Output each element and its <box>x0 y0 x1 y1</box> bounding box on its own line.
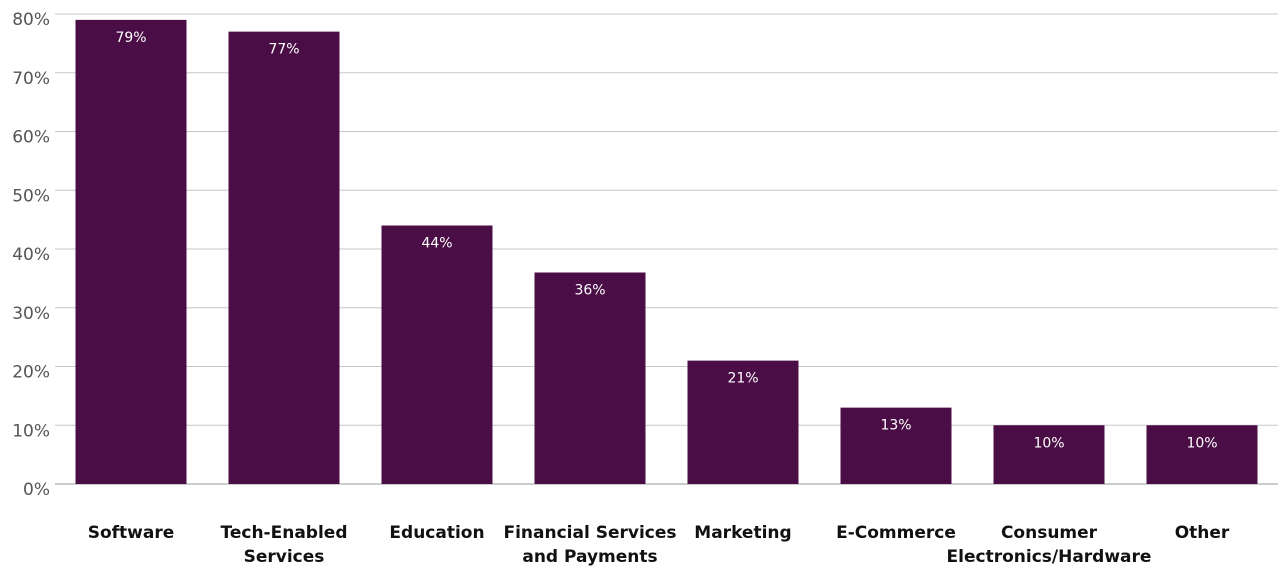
x-tick-label: Marketing <box>694 523 791 543</box>
bar <box>228 31 340 484</box>
x-tick-label-line: Consumer <box>1001 523 1098 543</box>
y-tick-label: 80% <box>12 10 50 30</box>
x-tick-label-line: Financial Services <box>503 523 676 543</box>
y-tick-label: 10% <box>12 421 50 441</box>
y-tick-label: 0% <box>23 480 50 500</box>
data-label: 36% <box>574 283 605 299</box>
x-tick-label: Software <box>88 523 175 543</box>
y-tick-label: 70% <box>12 69 50 89</box>
bar <box>534 272 646 484</box>
y-tick-label: 60% <box>12 128 50 148</box>
x-tick-label: Tech-Enabled Services <box>221 523 348 567</box>
bar <box>75 19 187 484</box>
x-tick-label-line: Electronics/Hardware <box>947 547 1152 567</box>
x-tick-label: Education <box>389 523 484 543</box>
x-tick-label-line: Other <box>1175 523 1230 543</box>
data-label: 13% <box>880 418 911 434</box>
x-tick-label-line: Marketing <box>694 523 791 543</box>
data-label: 21% <box>727 371 758 387</box>
data-label: 44% <box>421 236 452 252</box>
bar <box>381 225 493 484</box>
data-label: 77% <box>268 42 299 58</box>
x-tick-label-line: Services <box>244 547 325 567</box>
x-tick-label: Other <box>1175 523 1230 543</box>
y-tick-label: 50% <box>12 186 50 206</box>
bar <box>1146 425 1258 484</box>
bars <box>75 19 1258 484</box>
data-labels: 79% 77% 44% 36% 21% 13% 10% 10% <box>115 30 1217 451</box>
bar <box>993 425 1105 484</box>
x-tick-label: Financial Services and Payments <box>503 523 676 567</box>
x-tick-label: Consumer Electronics/Hardware <box>947 523 1152 567</box>
y-tick-label: 20% <box>12 363 50 383</box>
bar <box>840 407 952 484</box>
data-label: 10% <box>1033 435 1064 451</box>
x-tick-label-line: Software <box>88 523 175 543</box>
data-label: 79% <box>115 30 146 46</box>
bar <box>687 360 799 484</box>
x-tick-label-line: and Payments <box>522 547 657 567</box>
x-tick-label-line: Education <box>389 523 484 543</box>
y-axis-ticks: 0% 10% 20% 30% 40% 50% 60% 70% 80% <box>12 10 50 500</box>
y-tick-label: 40% <box>12 245 50 265</box>
x-tick-label-line: Tech-Enabled <box>221 523 348 543</box>
y-tick-label: 30% <box>12 304 50 324</box>
x-tick-label: E-Commerce <box>836 523 956 543</box>
category-labels: Software Tech-Enabled Services Education Fin… <box>88 523 1230 567</box>
data-label: 10% <box>1186 435 1217 451</box>
x-tick-label-line: E-Commerce <box>836 523 956 543</box>
